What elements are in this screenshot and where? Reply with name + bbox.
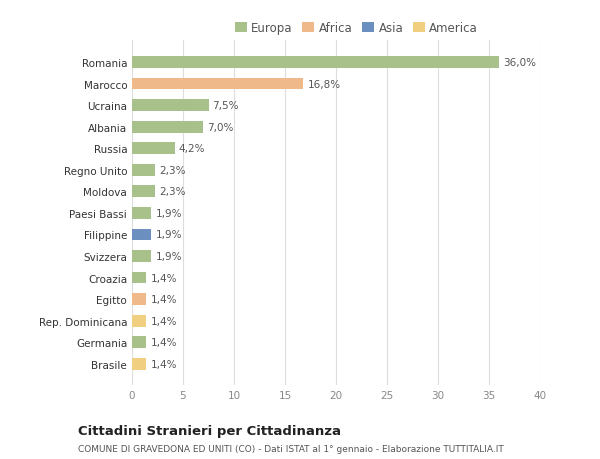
Bar	[132, 358, 146, 370]
Text: 2,3%: 2,3%	[160, 187, 186, 197]
Text: 1,4%: 1,4%	[151, 337, 177, 347]
Text: 7,5%: 7,5%	[212, 101, 239, 111]
Text: 1,9%: 1,9%	[155, 208, 182, 218]
Text: 1,9%: 1,9%	[155, 230, 182, 240]
Bar	[132, 78, 304, 90]
Text: 1,4%: 1,4%	[151, 316, 177, 326]
Text: 36,0%: 36,0%	[503, 58, 536, 68]
Bar	[132, 100, 209, 112]
Text: 1,9%: 1,9%	[155, 252, 182, 262]
Text: 1,4%: 1,4%	[151, 273, 177, 283]
Text: Cittadini Stranieri per Cittadinanza: Cittadini Stranieri per Cittadinanza	[78, 425, 341, 437]
Legend: Europa, Africa, Asia, America: Europa, Africa, Asia, America	[232, 20, 481, 37]
Bar	[132, 207, 151, 219]
Text: 2,3%: 2,3%	[160, 165, 186, 175]
Text: 1,4%: 1,4%	[151, 359, 177, 369]
Bar	[132, 294, 146, 305]
Text: 16,8%: 16,8%	[307, 79, 341, 90]
Bar	[132, 336, 146, 348]
Bar	[132, 122, 203, 133]
Bar	[132, 315, 146, 327]
Bar	[132, 164, 155, 176]
Text: 7,0%: 7,0%	[208, 123, 234, 132]
Bar	[132, 186, 155, 198]
Text: 1,4%: 1,4%	[151, 295, 177, 304]
Bar	[132, 143, 175, 155]
Bar	[132, 272, 146, 284]
Text: COMUNE DI GRAVEDONA ED UNITI (CO) - Dati ISTAT al 1° gennaio - Elaborazione TUTT: COMUNE DI GRAVEDONA ED UNITI (CO) - Dati…	[78, 444, 504, 453]
Bar	[132, 229, 151, 241]
Text: 4,2%: 4,2%	[179, 144, 205, 154]
Bar	[132, 57, 499, 69]
Bar	[132, 251, 151, 263]
